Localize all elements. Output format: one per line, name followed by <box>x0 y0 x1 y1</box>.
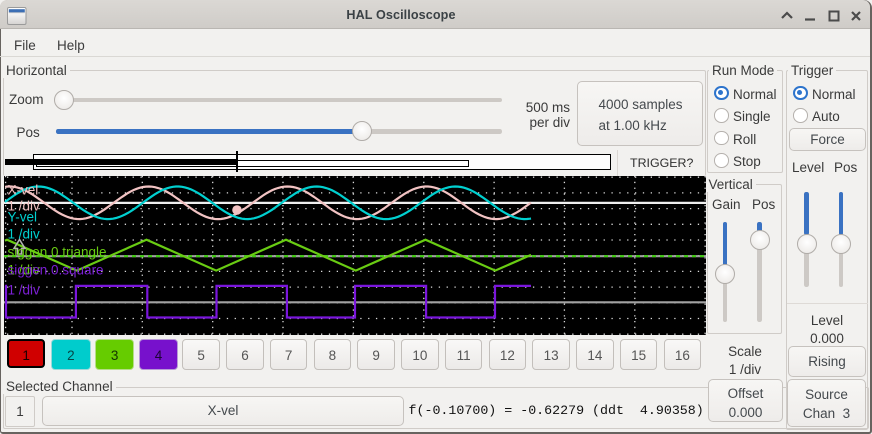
svg-text:1 /div: 1 /div <box>8 227 41 242</box>
svg-text:1 /div: 1 /div <box>8 283 41 298</box>
svg-text:1 /div: 1 /div <box>8 199 41 214</box>
svg-text:siggen.0.triangle: siggen.0.triangle <box>8 245 107 260</box>
svg-text:X-vel: X-vel <box>8 183 39 198</box>
svg-text:Y-vel: Y-vel <box>8 210 38 225</box>
svg-text:siggen.0.square: siggen.0.square <box>8 263 104 278</box>
svg-text:1 /div: 1 /div <box>8 263 41 278</box>
